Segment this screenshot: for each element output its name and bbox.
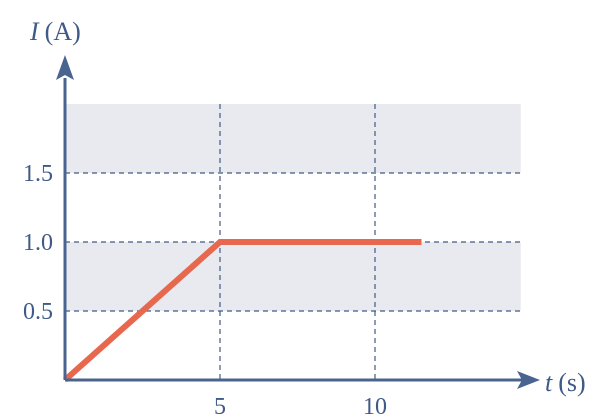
x-axis-label: t (s) (545, 368, 586, 397)
y-axis-unit: (A) (45, 17, 81, 46)
x-axis-symbol: t (545, 368, 553, 397)
x-tick-label-10: 10 (363, 394, 387, 419)
shaded-band-1 (65, 242, 521, 311)
shaded-band-2 (65, 104, 521, 173)
shaded-bands (65, 104, 521, 311)
axes (56, 55, 540, 389)
x-axis-unit: (s) (558, 368, 585, 397)
y-tick-label-1.5: 1.5 (23, 161, 53, 187)
y-tick-label-0.5: 0.5 (23, 299, 53, 325)
y-tick-label-1.0: 1.0 (23, 230, 53, 256)
x-tick-label-5: 5 (214, 394, 226, 419)
series (63, 239, 422, 383)
x-axis-arrowhead (517, 371, 540, 389)
y-axis-symbol: I (29, 17, 40, 46)
series-line-1 (63, 239, 422, 383)
y-axis-arrowhead (56, 55, 74, 80)
y-axis-label: I (A) (29, 17, 81, 46)
tick-labels: 0.5 1.0 1.5 5 10 (23, 161, 387, 419)
